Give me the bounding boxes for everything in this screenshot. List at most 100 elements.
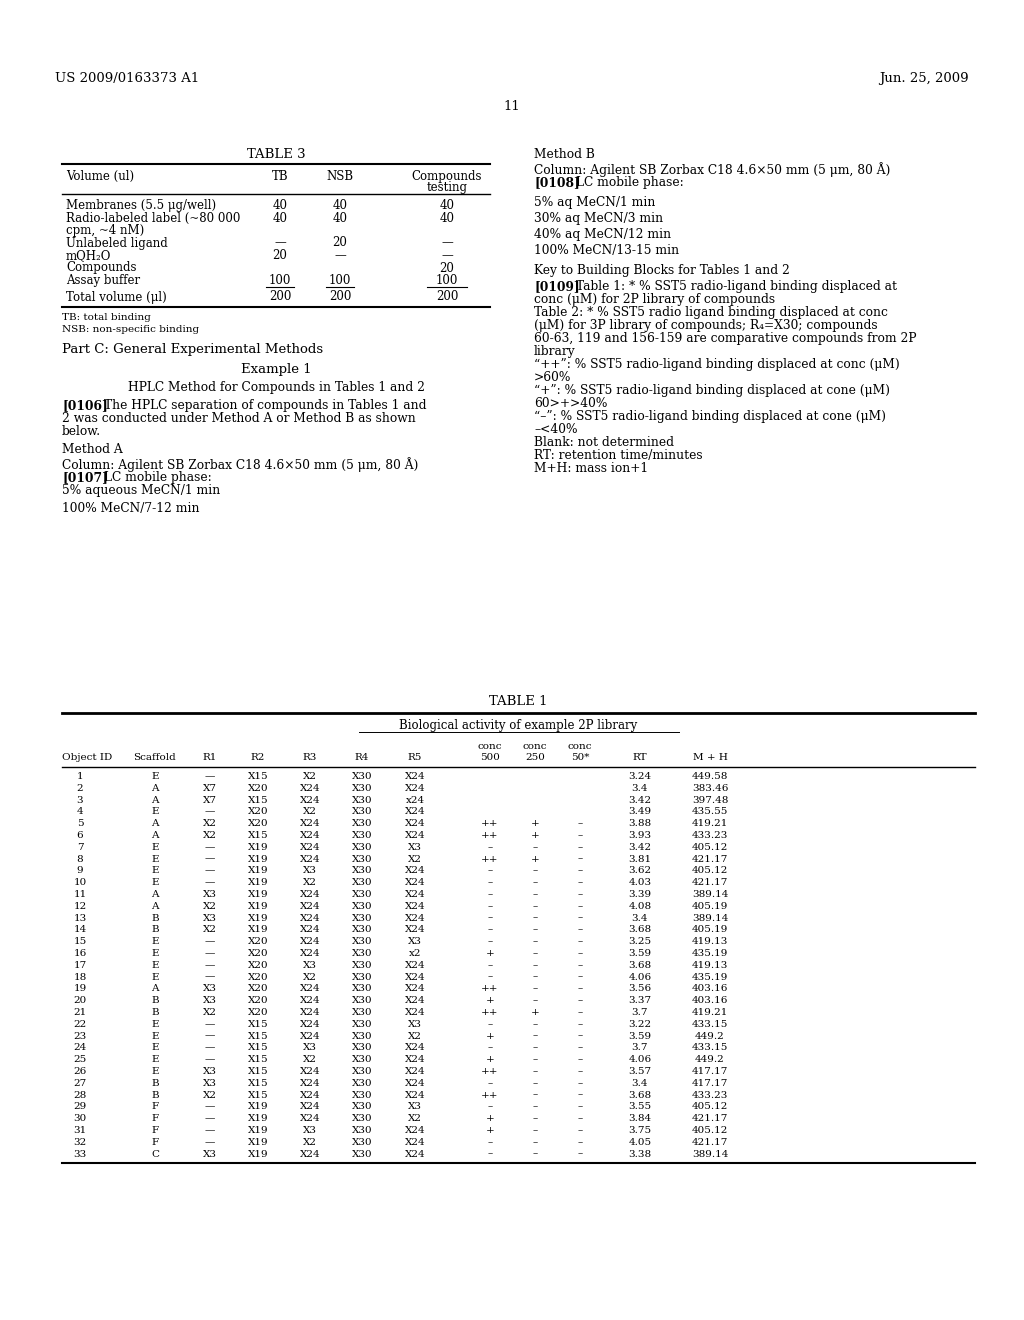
Text: >60%: >60% — [534, 371, 571, 384]
Text: 200: 200 — [269, 290, 291, 304]
Text: X24: X24 — [404, 1090, 425, 1100]
Text: X2: X2 — [303, 1055, 317, 1064]
Text: 8: 8 — [77, 854, 83, 863]
Text: X30: X30 — [351, 772, 373, 781]
Text: 405.19: 405.19 — [692, 925, 728, 935]
Text: ++: ++ — [481, 1008, 499, 1016]
Text: Jun. 25, 2009: Jun. 25, 2009 — [880, 73, 969, 84]
Text: –: – — [578, 949, 583, 958]
Text: F: F — [152, 1102, 159, 1111]
Text: 40: 40 — [272, 199, 288, 213]
Text: 3.84: 3.84 — [629, 1114, 651, 1123]
Text: TB: total binding: TB: total binding — [62, 313, 151, 322]
Text: X20: X20 — [248, 820, 268, 828]
Text: –: – — [578, 842, 583, 851]
Text: NSB: non-specific binding: NSB: non-specific binding — [62, 325, 199, 334]
Text: X24: X24 — [300, 842, 321, 851]
Text: 16: 16 — [74, 949, 87, 958]
Text: C: C — [151, 1150, 159, 1159]
Text: —: — — [205, 1102, 215, 1111]
Text: E: E — [152, 854, 159, 863]
Text: The HPLC separation of compounds in Tables 1 and: The HPLC separation of compounds in Tabl… — [104, 399, 427, 412]
Text: —: — — [205, 1032, 215, 1040]
Text: –: – — [532, 961, 538, 970]
Text: 3.42: 3.42 — [629, 842, 651, 851]
Text: 3.56: 3.56 — [629, 985, 651, 994]
Text: X30: X30 — [351, 1102, 373, 1111]
Text: X30: X30 — [351, 1043, 373, 1052]
Text: –: – — [532, 997, 538, 1006]
Text: –: – — [578, 1043, 583, 1052]
Text: X24: X24 — [404, 832, 425, 840]
Text: 2 was conducted under Method A or Method B as shown: 2 was conducted under Method A or Method… — [62, 412, 416, 425]
Text: X15: X15 — [248, 772, 268, 781]
Text: +: + — [530, 1008, 540, 1016]
Text: –: – — [578, 1078, 583, 1088]
Text: 449.2: 449.2 — [695, 1032, 725, 1040]
Text: 5% aq MeCN/1 min: 5% aq MeCN/1 min — [534, 195, 655, 209]
Text: 435.19: 435.19 — [692, 973, 728, 982]
Text: X7: X7 — [203, 796, 217, 805]
Text: X19: X19 — [248, 890, 268, 899]
Text: 383.46: 383.46 — [692, 784, 728, 793]
Text: –: – — [532, 1032, 538, 1040]
Text: X24: X24 — [300, 913, 321, 923]
Text: X30: X30 — [351, 937, 373, 946]
Text: 6: 6 — [77, 832, 83, 840]
Text: X24: X24 — [300, 1150, 321, 1159]
Text: 3.59: 3.59 — [629, 949, 651, 958]
Text: X2: X2 — [303, 808, 317, 816]
Text: x24: x24 — [406, 796, 425, 805]
Text: 30% aq MeCN/3 min: 30% aq MeCN/3 min — [534, 213, 664, 224]
Text: 449.2: 449.2 — [695, 1055, 725, 1064]
Text: X24: X24 — [404, 913, 425, 923]
Text: 3.22: 3.22 — [629, 1020, 651, 1028]
Text: 405.12: 405.12 — [692, 1102, 728, 1111]
Text: X30: X30 — [351, 784, 373, 793]
Text: X2: X2 — [203, 902, 217, 911]
Text: RT: retention time/minutes: RT: retention time/minutes — [534, 449, 702, 462]
Text: X19: X19 — [248, 866, 268, 875]
Text: 200: 200 — [329, 290, 351, 304]
Text: X2: X2 — [203, 832, 217, 840]
Text: –: – — [578, 1150, 583, 1159]
Text: X20: X20 — [248, 937, 268, 946]
Text: X20: X20 — [248, 784, 268, 793]
Text: –: – — [487, 925, 493, 935]
Text: –: – — [532, 937, 538, 946]
Text: 3.25: 3.25 — [629, 937, 651, 946]
Text: Volume (ul): Volume (ul) — [66, 169, 134, 182]
Text: –: – — [578, 937, 583, 946]
Text: 3.7: 3.7 — [632, 1008, 648, 1016]
Text: E: E — [152, 1020, 159, 1028]
Text: 27: 27 — [74, 1078, 87, 1088]
Text: Compounds: Compounds — [66, 261, 136, 275]
Text: X3: X3 — [203, 1067, 217, 1076]
Text: RT: RT — [633, 752, 647, 762]
Text: 3.37: 3.37 — [629, 997, 651, 1006]
Text: 17: 17 — [74, 961, 87, 970]
Text: 4.06: 4.06 — [629, 973, 651, 982]
Text: R1: R1 — [203, 752, 217, 762]
Text: –: – — [487, 878, 493, 887]
Text: –: – — [578, 925, 583, 935]
Text: –: – — [532, 866, 538, 875]
Text: Part C: General Experimental Methods: Part C: General Experimental Methods — [62, 343, 324, 356]
Text: E: E — [152, 808, 159, 816]
Text: X30: X30 — [351, 1020, 373, 1028]
Text: 3.68: 3.68 — [629, 925, 651, 935]
Text: X24: X24 — [404, 1008, 425, 1016]
Text: 3: 3 — [77, 796, 83, 805]
Text: 20: 20 — [439, 261, 455, 275]
Text: 4: 4 — [77, 808, 83, 816]
Text: E: E — [152, 1032, 159, 1040]
Text: 13: 13 — [74, 913, 87, 923]
Text: X24: X24 — [404, 961, 425, 970]
Text: Scaffold: Scaffold — [133, 752, 176, 762]
Text: Table 2: * % SST5 radio ligand binding displaced at conc: Table 2: * % SST5 radio ligand binding d… — [534, 306, 888, 319]
Text: X30: X30 — [351, 1150, 373, 1159]
Text: X30: X30 — [351, 820, 373, 828]
Text: R5: R5 — [408, 752, 422, 762]
Text: –: – — [578, 961, 583, 970]
Text: 100% MeCN/7-12 min: 100% MeCN/7-12 min — [62, 502, 200, 515]
